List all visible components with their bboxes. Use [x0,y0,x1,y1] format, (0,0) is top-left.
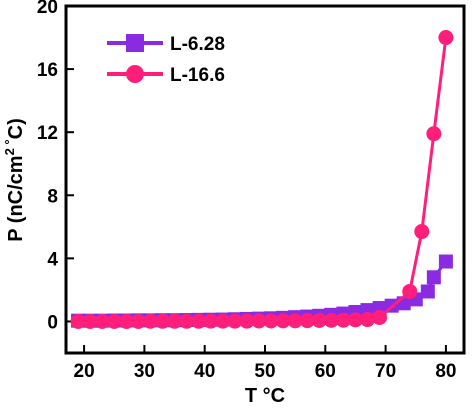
x-tick-label: 20 [74,361,95,382]
data-point [347,312,363,328]
data-point [106,313,122,329]
data-point [251,313,267,329]
legend-label: L-16.6 [170,65,225,86]
data-point [239,313,255,329]
data-point [438,254,453,269]
data-point [118,313,134,329]
data-point [203,313,219,329]
data-point [179,313,195,329]
y-axis-title: P (nC/cm2 °C) [2,118,27,241]
data-point [154,313,170,329]
y-axis-title-unit: C) [5,118,27,139]
data-point [323,312,339,328]
x-tick-label: 30 [134,361,155,382]
y-tick-label: 8 [47,186,58,207]
data-point [275,313,291,329]
data-point [142,313,158,329]
data-point [94,313,110,329]
data-point [426,270,441,285]
data-point [287,313,303,329]
legend-marker-circle [126,65,144,83]
data-point [167,313,183,329]
x-axis-ticks: 20 30 40 50 60 70 80 [74,345,456,382]
y-tick-label: 16 [37,60,58,81]
data-point [191,313,207,329]
y-tick-label: 20 [37,0,58,18]
legend-marker-square [126,34,144,52]
x-tick-label: 40 [194,361,215,382]
series-layer [70,30,454,329]
y-axis-title-superscript: 2 [2,148,17,155]
data-point [402,283,418,299]
y-axis-title-degree: ° [2,139,17,148]
y-tick-label: 0 [47,312,58,333]
data-point [311,313,327,329]
data-point [360,312,376,328]
y-tick-label: 12 [37,123,58,144]
y-axis-ticks: 0 4 8 12 16 20 [37,0,74,333]
legend-item: L-16.6 [107,65,225,86]
data-point [299,313,315,329]
x-tick-label: 80 [435,361,456,382]
data-point [70,313,86,329]
data-point [414,224,430,240]
data-point [335,312,351,328]
data-point [130,313,146,329]
data-point [263,313,279,329]
data-point [420,284,435,299]
data-point [82,313,98,329]
x-tick-label: 60 [315,361,336,382]
data-point [215,313,231,329]
x-tick-label: 70 [375,361,396,382]
legend: L-6.28 L-16.6 [107,34,225,86]
data-point [438,30,454,46]
y-axis-title-main: P (nC/cm [5,155,27,241]
y-tick-label: 4 [47,249,58,270]
data-point [227,313,243,329]
x-tick-label: 50 [254,361,275,382]
series-L-16.6 [70,30,454,329]
x-axis-title: T °C [245,385,285,407]
legend-label: L-6.28 [170,34,225,55]
data-point [426,126,442,142]
data-point [372,310,388,326]
legend-item: L-6.28 [107,34,225,55]
